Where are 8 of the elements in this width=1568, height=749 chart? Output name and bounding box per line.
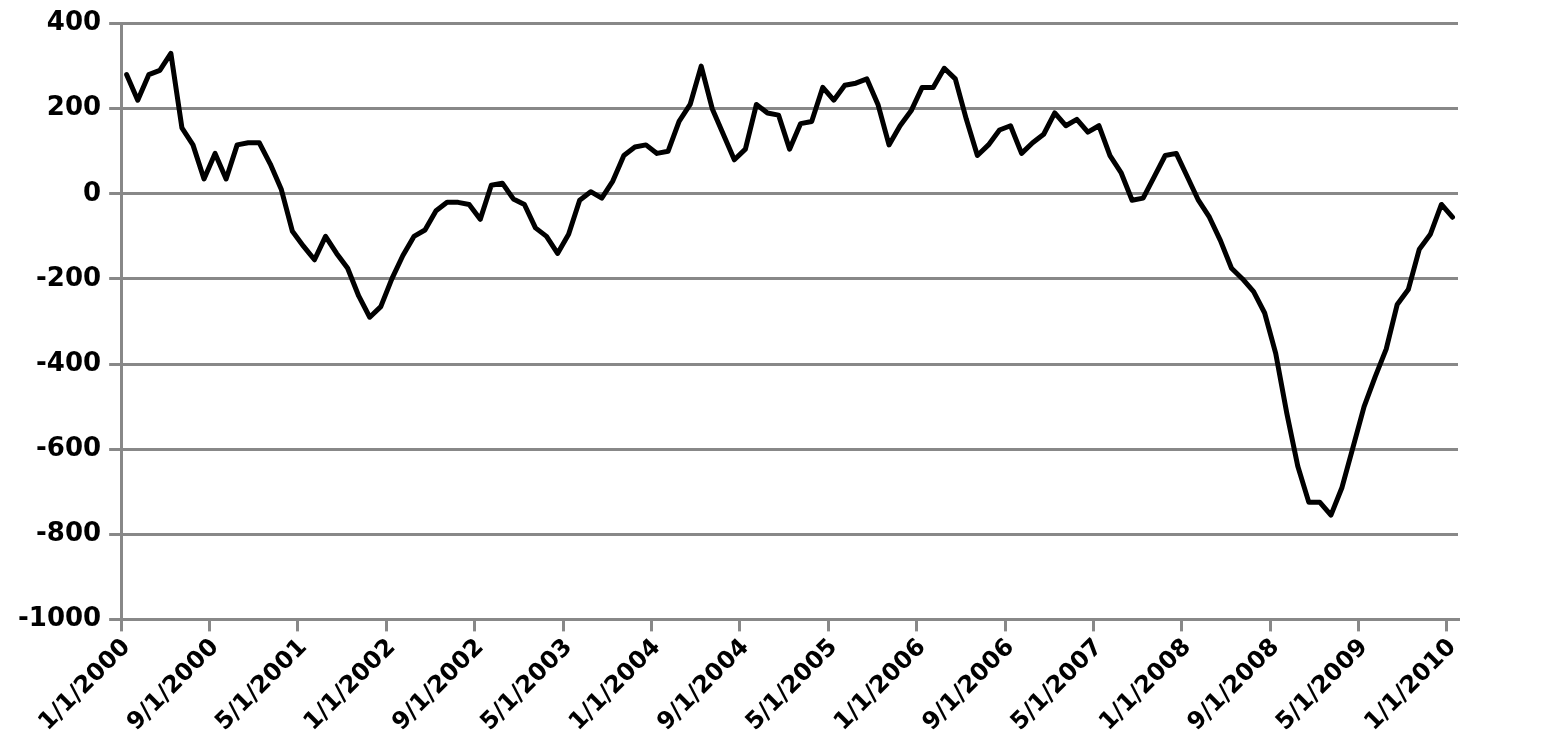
y-tick-label: -200 [36, 261, 102, 292]
y-tick-label: 400 [46, 6, 102, 37]
y-tick-label: -600 [36, 431, 102, 462]
y-tick-label: -1000 [18, 602, 102, 633]
y-tick-label: -400 [36, 346, 102, 377]
y-tick-label: 0 [83, 176, 102, 207]
y-tick-label: -800 [36, 517, 102, 548]
y-tick-label: 200 [46, 91, 102, 122]
